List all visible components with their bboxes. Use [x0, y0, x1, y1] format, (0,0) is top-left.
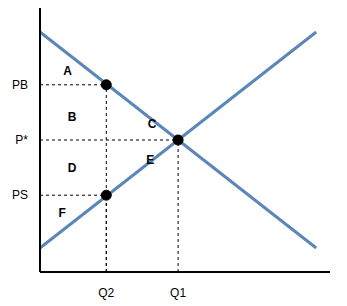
svg-text:E: E — [146, 153, 154, 167]
svg-text:PB: PB — [12, 78, 28, 92]
svg-text:A: A — [63, 64, 72, 78]
svg-text:PS: PS — [12, 188, 28, 202]
svg-text:F: F — [58, 206, 65, 220]
svg-text:B: B — [68, 110, 77, 124]
svg-text:Q2: Q2 — [98, 286, 114, 300]
svg-text:Q1: Q1 — [170, 286, 186, 300]
svg-text:D: D — [68, 161, 77, 175]
svg-text:P*: P* — [15, 133, 28, 147]
svg-text:C: C — [148, 117, 157, 131]
